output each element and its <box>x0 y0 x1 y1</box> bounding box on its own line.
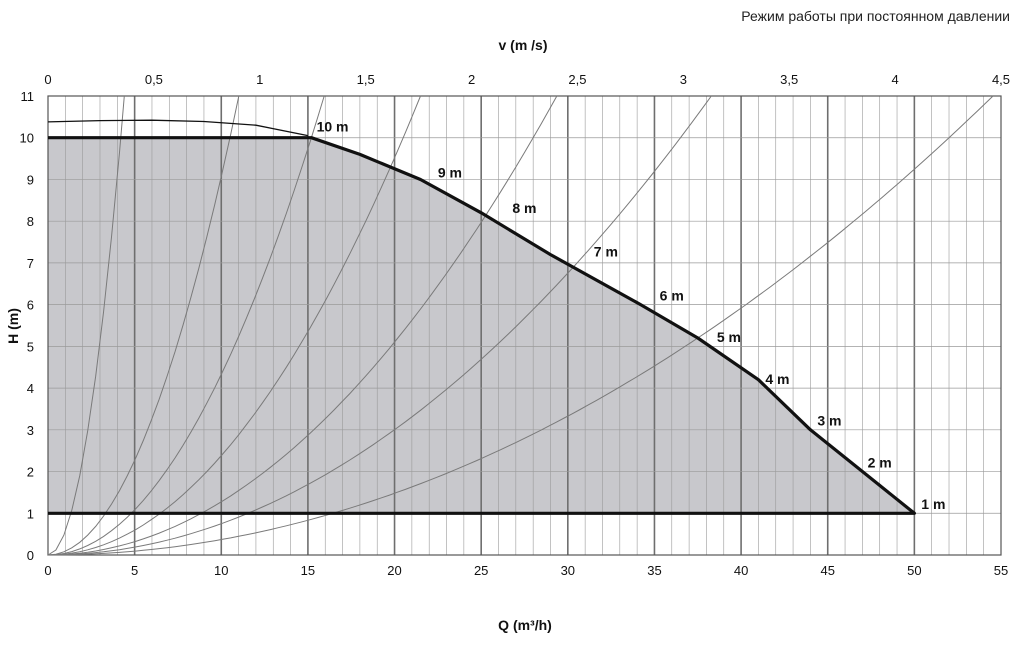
system-curve <box>47 95 712 556</box>
max-curve <box>47 119 309 137</box>
curve-label: 4 m <box>765 371 789 387</box>
y-tick-label: 9 <box>27 172 34 187</box>
x-tick-label: 10 <box>214 563 228 578</box>
top-tick-label: 4,5 <box>992 72 1010 87</box>
x-tick-label: 15 <box>301 563 315 578</box>
x-tick-label: 0 <box>44 563 51 578</box>
system-curve <box>47 95 325 556</box>
system-curve <box>47 95 125 556</box>
x-tick-label: 20 <box>387 563 401 578</box>
curve-layer <box>47 95 994 556</box>
header-note: Режим работы при постоянном давлении <box>741 8 1010 24</box>
x-tick-label: 40 <box>734 563 748 578</box>
x-tick-label: 50 <box>907 563 921 578</box>
top-tick-label: 3,5 <box>780 72 798 87</box>
x-tick-label: 55 <box>994 563 1008 578</box>
y-tick-label: 8 <box>27 214 34 229</box>
operating-envelope-curve <box>48 136 916 515</box>
curve-label: 1 m <box>921 496 945 512</box>
x-tick-label: 25 <box>474 563 488 578</box>
y-tick-label: 0 <box>27 548 34 563</box>
x-tick-label: 30 <box>561 563 575 578</box>
system-curve <box>47 95 421 556</box>
grid-layer <box>47 95 1002 556</box>
y-tick-label: 5 <box>27 339 34 354</box>
top-tick-label: 4 <box>891 72 898 87</box>
top-tick-label: 0,5 <box>145 72 163 87</box>
top-axis-title: v (m /s) <box>498 37 547 53</box>
curve-label: 2 m <box>868 454 892 470</box>
y-tick-label: 10 <box>20 131 34 146</box>
curve-label: 10 m <box>317 118 349 134</box>
y-tick-label: 11 <box>21 89 35 104</box>
top-tick-label: 1,5 <box>357 72 375 87</box>
x-tick-label: 5 <box>131 563 138 578</box>
top-tick-label: 2,5 <box>568 72 586 87</box>
curve-label: 3 m <box>817 413 841 429</box>
y-tick-label: 3 <box>27 423 34 438</box>
system-curve <box>48 95 994 556</box>
y-tick-label: 6 <box>27 298 34 313</box>
y-tick-label: 7 <box>27 256 34 271</box>
curve-label: 5 m <box>717 329 741 345</box>
y-tick-label: 2 <box>27 465 34 480</box>
curve-label: 6 m <box>660 287 684 303</box>
curve-label: 9 m <box>438 164 462 180</box>
y-axis-title: H (m) <box>5 308 21 344</box>
y-tick-label: 4 <box>27 381 34 396</box>
y-tick-label: 1 <box>27 506 34 521</box>
top-tick-label: 3 <box>680 72 687 87</box>
top-tick-label: 0 <box>44 72 51 87</box>
curve-label: 7 m <box>594 244 618 260</box>
top-tick-label: 1 <box>256 72 263 87</box>
label-layer: 10 m 9 m 8 m 7 m 6 m 5 m 4 m 3 m 2 m 1 m <box>317 118 946 512</box>
curve-label: 8 m <box>512 200 536 216</box>
x-tick-label: 35 <box>647 563 661 578</box>
x-axis-title: Q (m³/h) <box>498 617 552 633</box>
system-curve <box>47 95 558 556</box>
x-tick-label: 45 <box>820 563 834 578</box>
system-curve <box>47 95 240 556</box>
top-tick-label: 2 <box>468 72 475 87</box>
plot-frame <box>47 95 1002 556</box>
